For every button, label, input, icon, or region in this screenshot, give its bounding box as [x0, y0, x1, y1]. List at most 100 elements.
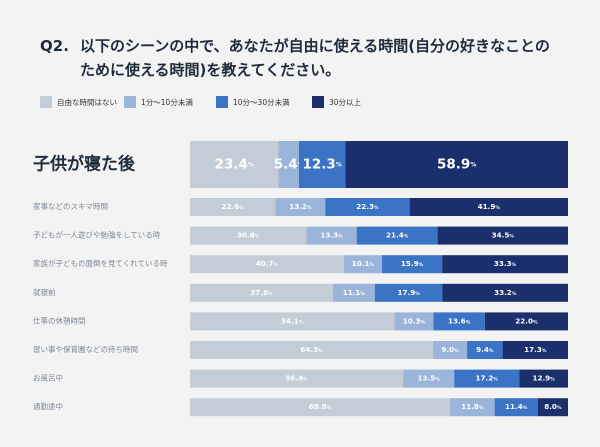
data-label: 13.3% — [320, 231, 343, 240]
data-label: 9.0% — [441, 345, 459, 354]
bar-row: 習い事や保育園などの待ち時間 64.3% 9.0% 9.4% 17.3% — [33, 341, 568, 359]
data-label: 37.8% — [250, 288, 273, 297]
data-label: 10.3% — [403, 316, 426, 325]
bar-row: 家族が子どもの面倒を見てくれている時 40.7% 10.1% 15.9% 33.3% — [33, 255, 568, 274]
data-label: 41.9% — [478, 202, 501, 211]
bar-segment — [467, 341, 503, 359]
data-label: 11.8% — [461, 402, 484, 411]
bar-row: お風呂中 56.4% 13.5% 17.2% 12.9% — [33, 369, 568, 388]
legend-label: 1分～10分未満 — [141, 97, 193, 107]
data-label: 13.2% — [289, 202, 312, 211]
data-label: 22.0% — [515, 316, 538, 325]
data-label: 17.3% — [524, 345, 547, 354]
bar-row: 子どもが一人遊びや勉強をしている時 30.8% 13.3% 21.4% 34.5% — [33, 226, 568, 245]
data-label: 13.6% — [448, 316, 471, 325]
category-label: 仕事の休憩時間 — [33, 315, 86, 325]
data-label: 22.6% — [222, 202, 245, 211]
bar-segment — [537, 398, 568, 417]
category-label: 家事などのスキマ時間 — [33, 201, 108, 211]
bar-segment — [345, 141, 568, 188]
bar-segment — [484, 312, 568, 331]
bar-segment — [306, 226, 357, 245]
legend-swatch — [40, 96, 52, 108]
category-label: お風呂中 — [33, 373, 63, 383]
bar-row: 家事などのスキマ時間 22.6% 13.2% 22.3% 41.9% — [33, 198, 568, 216]
bar-segment — [409, 198, 568, 216]
data-label: 56.4% — [285, 374, 308, 383]
bar-segment — [519, 369, 568, 388]
legend-swatch — [124, 96, 136, 108]
data-label: 17.2% — [476, 374, 499, 383]
bar-segment — [190, 369, 404, 388]
bar-segment — [190, 226, 307, 245]
data-label: 40.7% — [256, 259, 279, 268]
bar-segment — [433, 312, 485, 331]
data-label: 64.3% — [300, 345, 323, 354]
legend-item: 30分以上 — [312, 96, 361, 108]
data-label: 22.3% — [356, 202, 379, 211]
data-label: 33.2% — [494, 288, 517, 297]
data-label: 54.1% — [281, 316, 304, 325]
data-label: 12.3% — [302, 157, 341, 173]
question-title: Q2. 以下のシーンの中で、あなたが自由に使える時間(自分の好きなことの ために使… — [40, 34, 550, 82]
category-label: 通勤途中 — [33, 401, 63, 411]
bar-segment — [494, 398, 538, 417]
bar-segment — [502, 341, 568, 359]
question-number: Q2. — [40, 37, 69, 55]
bar-segment — [382, 255, 443, 274]
bar-segment — [190, 341, 434, 359]
data-label: 15.9% — [401, 259, 424, 268]
bar-segment — [394, 312, 434, 331]
data-label: 21.4% — [386, 231, 409, 240]
legend-label: 自由な時間はない — [57, 97, 117, 107]
data-label: 11.1% — [343, 288, 366, 297]
legend-item: 自由な時間はない — [40, 96, 117, 108]
category-label: 就寝前 — [33, 287, 56, 297]
data-label: 34.5% — [492, 231, 515, 240]
bar-segment — [433, 341, 468, 359]
data-label: 11.4% — [505, 402, 528, 411]
data-label: 10.1% — [352, 259, 375, 268]
legend-swatch — [216, 96, 228, 108]
bar-segment — [325, 198, 410, 216]
data-label: 30.8% — [237, 231, 260, 240]
bar-segment — [190, 198, 276, 216]
category-label: 家族が子どもの面倒を見てくれている時 — [33, 258, 168, 268]
bar-segment — [437, 226, 568, 245]
bar-segment — [298, 141, 346, 188]
bar-segment — [278, 141, 299, 188]
data-label: 13.5% — [418, 374, 441, 383]
legend-item: 1分～10分未満 — [124, 96, 193, 108]
question-line-1: 以下のシーンの中で、あなたが自由に使える時間(自分の好きなことの — [80, 37, 550, 55]
bar-segment — [442, 283, 568, 302]
bar-segment — [374, 283, 443, 302]
bar-segment — [356, 226, 438, 245]
data-label: 9.4% — [476, 345, 494, 354]
bar-row: 仕事の休憩時間 54.1% 10.3% 13.6% 22.0% — [33, 312, 568, 331]
bar-segment — [332, 283, 375, 302]
legend-label: 30分以上 — [329, 97, 362, 107]
data-label: 33.3% — [494, 259, 517, 268]
legend-item: 10分～30分未満 — [216, 96, 290, 108]
data-label: 68.8% — [309, 402, 332, 411]
bar-segment — [190, 312, 395, 331]
data-label: 8.0% — [544, 402, 562, 411]
bar-segment — [190, 141, 279, 188]
bar-segment — [190, 398, 451, 417]
data-label: 17.9% — [398, 288, 421, 297]
legend-label: 10分～30分未満 — [233, 97, 290, 107]
bar-row: 就寝前 37.8% 11.1% 17.9% 33.2% — [33, 283, 568, 302]
category-label: 子どもが一人遊びや勉強をしている時 — [33, 230, 161, 240]
category-label: 子供が寝た後 — [33, 154, 136, 175]
legend-swatch — [312, 96, 324, 108]
data-label: 12.9% — [532, 374, 555, 383]
bar-segment — [450, 398, 495, 417]
bar-segment — [442, 255, 568, 274]
data-label: 23.4% — [215, 157, 254, 173]
data-label: 58.9% — [437, 157, 476, 173]
bar-segment — [454, 369, 520, 388]
category-label: 習い事や保育園などの待ち時間 — [33, 344, 138, 354]
